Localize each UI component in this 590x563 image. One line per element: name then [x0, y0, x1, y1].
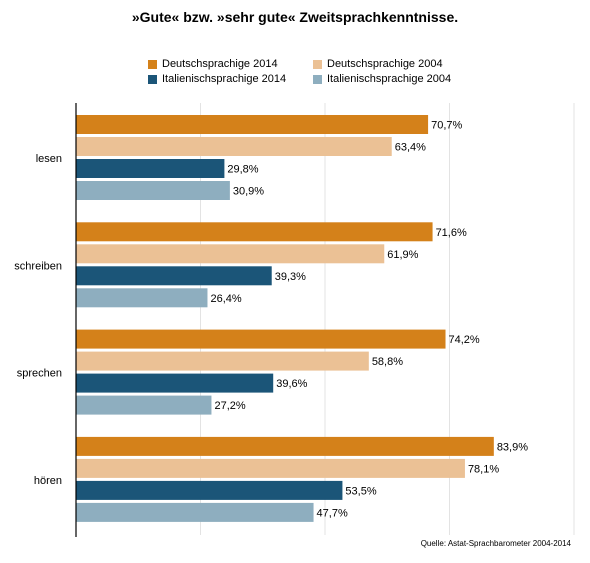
value-label: 47,7% — [317, 507, 348, 519]
value-label: 78,1% — [468, 463, 499, 475]
value-label: 29,8% — [227, 164, 258, 176]
value-label: 58,8% — [372, 356, 403, 368]
category-label: hören — [34, 475, 62, 487]
source-note: Quelle: Astat-Sprachbarometer 2004-2014 — [420, 539, 571, 548]
bar — [76, 329, 446, 349]
bar — [76, 288, 208, 308]
bar — [76, 137, 392, 156]
value-label: 83,9% — [497, 441, 528, 453]
legend-item-deutsch-2004: Deutschsprachige 2004 — [313, 58, 443, 70]
bar — [76, 436, 494, 456]
legend-swatch — [148, 74, 157, 84]
legend-item-italienisch-2004: Italienischsprachige 2004 — [313, 73, 451, 85]
value-label: 63,4% — [395, 142, 426, 154]
legend-label: Italienischsprachige 2014 — [162, 73, 287, 85]
value-label: 39,6% — [276, 378, 307, 390]
category-label: sprechen — [17, 368, 62, 380]
bar — [76, 222, 433, 242]
value-label: 26,4% — [210, 293, 241, 305]
chart-title: »Gute« bzw. »sehr gute« Zweitsprachkennt… — [131, 9, 459, 25]
value-label: 27,2% — [214, 400, 245, 412]
bar — [76, 351, 369, 371]
value-label: 70,7% — [431, 120, 462, 132]
value-label: 30,9% — [233, 186, 264, 198]
legend-label: Italienischsprachige 2004 — [327, 73, 452, 85]
bar — [76, 395, 212, 415]
value-label: 71,6% — [436, 227, 467, 239]
bar — [76, 458, 465, 478]
value-label: 74,2% — [449, 334, 480, 346]
bar — [76, 159, 225, 178]
bar — [76, 480, 343, 500]
value-label: 39,3% — [275, 271, 306, 283]
legend-label: Deutschsprachige 2004 — [327, 58, 443, 70]
legend-label: Deutschsprachige 2014 — [162, 58, 278, 70]
bar — [76, 373, 274, 393]
legend-swatch — [148, 59, 157, 69]
legend-item-italienisch-2014: Italienischsprachige 2014 — [148, 73, 286, 85]
bar — [76, 115, 429, 134]
legend-swatch — [313, 59, 322, 69]
legend-swatch — [313, 74, 322, 84]
value-label: 61,9% — [387, 249, 418, 261]
bar — [76, 181, 230, 200]
bar — [76, 266, 272, 286]
bar — [76, 244, 385, 264]
value-label: 53,5% — [345, 485, 376, 497]
legend-item-deutsch-2014: Deutschsprachige 2014 — [148, 58, 278, 70]
category-label: lesen — [36, 153, 62, 165]
bar — [76, 502, 314, 522]
category-label: schreiben — [14, 260, 62, 272]
